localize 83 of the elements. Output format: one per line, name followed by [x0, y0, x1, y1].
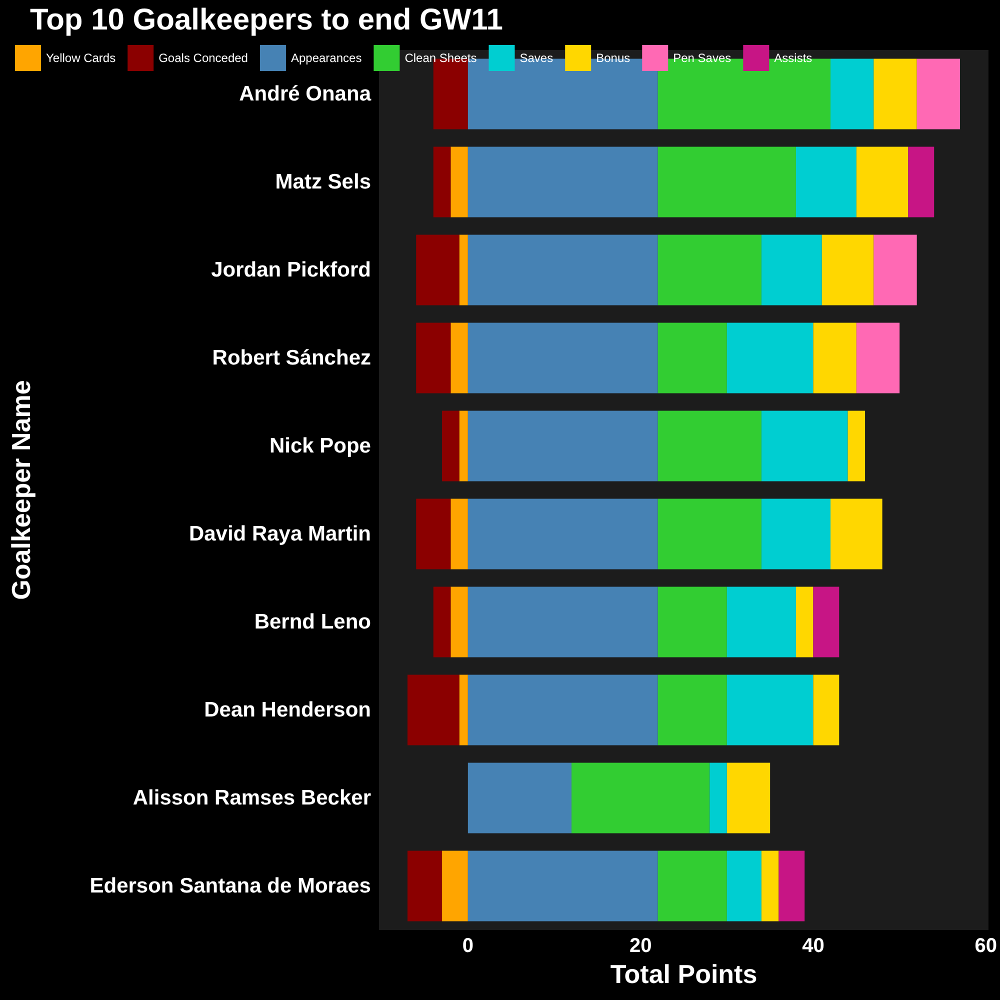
bar: [658, 674, 727, 746]
y-tick-label: Jordan Pickford: [211, 258, 371, 282]
bar: [874, 58, 917, 130]
x-axis-title: Total Points: [610, 958, 758, 989]
bar: [856, 322, 900, 394]
legend-label: Saves: [520, 51, 554, 65]
bar: [468, 498, 658, 570]
bar: [813, 586, 840, 658]
bar: [658, 498, 762, 570]
bar: [848, 410, 866, 482]
bar: [726, 322, 814, 394]
y-tick-label: Matz Sels: [275, 170, 371, 194]
y-tick-label: André Onana: [239, 82, 372, 106]
bar: [442, 410, 460, 482]
bar: [796, 146, 856, 218]
bar: [658, 234, 762, 306]
bar: [442, 850, 468, 922]
x-tick-label: 40: [802, 935, 824, 957]
bar: [822, 234, 874, 306]
bar: [658, 586, 727, 658]
bar: [450, 146, 468, 218]
y-tick-label: David Raya Martin: [188, 522, 371, 546]
bar: [830, 58, 874, 130]
bar: [468, 410, 658, 482]
bar: [916, 58, 960, 130]
bar: [908, 146, 934, 218]
bar: [450, 586, 468, 658]
bar: [407, 674, 460, 746]
bar: [459, 234, 468, 306]
y-tick-label: Dean Henderson: [204, 698, 371, 722]
bar: [796, 586, 814, 658]
x-tick-label: 0: [462, 935, 474, 957]
legend-label: Bonus: [596, 51, 630, 65]
y-tick-label: Bernd Leno: [254, 610, 371, 634]
bar: [813, 322, 856, 394]
bar: [416, 498, 451, 570]
bar: [830, 498, 882, 570]
bar: [572, 762, 710, 834]
bar: [761, 234, 822, 306]
y-tick-label: Nick Pope: [269, 434, 371, 458]
bar: [761, 410, 848, 482]
bar: [726, 850, 762, 922]
bar: [658, 322, 727, 394]
legend-label: Clean Sheets: [404, 51, 477, 65]
bar: [459, 410, 468, 482]
legend-label: Yellow Cards: [46, 51, 116, 65]
bar: [450, 322, 468, 394]
bar: [459, 674, 468, 746]
bar: [813, 674, 840, 746]
bar: [416, 234, 460, 306]
bar: [726, 674, 814, 746]
y-tick-label: Alisson Ramses Becker: [132, 786, 371, 810]
y-tick-label: Ederson Santana de Moraes: [90, 874, 371, 898]
y-axis-title: Goalkeeper Name: [6, 380, 36, 600]
bar: [726, 762, 770, 834]
bar: [761, 498, 831, 570]
bar: [416, 322, 451, 394]
bar: [468, 586, 658, 658]
bar: [468, 762, 572, 834]
x-tick-label: 60: [974, 935, 998, 957]
bar: [710, 762, 727, 834]
bar: [726, 586, 796, 658]
x-tick-label: 20: [629, 935, 652, 957]
bar: [468, 674, 658, 746]
bar: [468, 146, 658, 218]
bar: [874, 234, 917, 306]
bar: [761, 850, 779, 922]
legend-label: Goals Conceded: [158, 51, 248, 65]
chart-title: Top 10 Goalkeepers to end GW11: [30, 4, 503, 36]
y-tick-label: Robert Sánchez: [212, 346, 371, 370]
bar: [468, 850, 658, 922]
bar: [407, 850, 442, 922]
bar: [450, 498, 468, 570]
bar: [468, 322, 658, 394]
legend-label: Appearances: [290, 51, 362, 65]
bar: [658, 850, 727, 922]
bar: [658, 410, 762, 482]
bar: [433, 586, 451, 658]
bar: [658, 146, 796, 218]
bar: [433, 146, 451, 218]
bar: [856, 146, 908, 218]
bar: [778, 850, 805, 922]
bar: [468, 234, 658, 306]
